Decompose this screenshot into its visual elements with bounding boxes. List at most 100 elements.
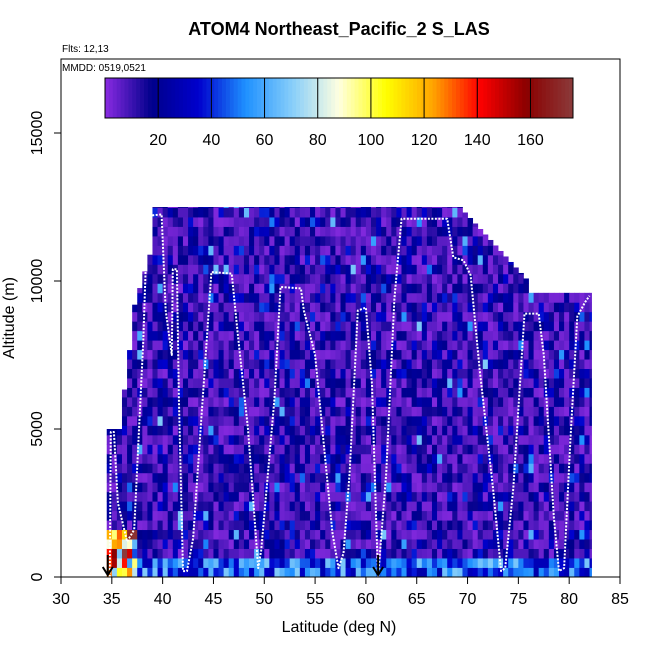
heatmap-cell xyxy=(548,539,555,549)
heatmap-cell xyxy=(421,548,428,559)
colorbar-segment xyxy=(140,78,145,118)
heatmap-cell xyxy=(152,425,158,436)
heatmap-cell xyxy=(543,292,550,303)
heatmap-cell xyxy=(340,207,346,208)
heatmap-cell xyxy=(320,368,326,379)
heatmap-cell xyxy=(472,463,479,474)
heatmap-cell xyxy=(249,567,255,578)
heatmap-cell xyxy=(538,510,545,521)
heatmap-cell xyxy=(238,558,245,568)
heatmap-cell xyxy=(447,283,453,294)
heatmap-cell xyxy=(233,434,240,445)
heatmap-cell xyxy=(437,491,443,502)
heatmap-cell xyxy=(142,539,148,549)
heatmap-cell xyxy=(472,406,479,417)
heatmap-cell xyxy=(294,482,301,493)
heatmap-cell xyxy=(406,434,413,445)
heatmap-cell xyxy=(162,434,169,445)
heatmap-cell xyxy=(452,472,458,483)
heatmap-cell xyxy=(431,501,438,512)
heatmap-cell xyxy=(279,463,285,474)
heatmap-cell xyxy=(365,236,372,246)
heatmap-cell xyxy=(167,491,174,502)
heatmap-cell xyxy=(437,340,443,351)
heatmap-cell xyxy=(218,349,225,360)
heatmap-cell xyxy=(355,330,362,341)
heatmap-cell xyxy=(365,397,372,407)
heatmap-cell xyxy=(162,207,169,218)
heatmap-cell xyxy=(457,226,463,237)
heatmap-cell xyxy=(162,368,169,379)
colorbar-segment xyxy=(136,78,141,118)
heatmap-cell xyxy=(589,501,592,512)
heatmap-cell xyxy=(345,558,352,568)
heatmap-cell xyxy=(437,245,443,256)
heatmap-cell xyxy=(228,539,235,549)
heatmap-cell xyxy=(345,292,352,303)
heatmap-cell xyxy=(579,510,585,521)
heatmap-cell xyxy=(269,434,275,445)
heatmap-cell xyxy=(548,501,555,512)
heatmap-cell xyxy=(589,491,592,502)
heatmap-cell xyxy=(208,245,214,256)
heatmap-cell xyxy=(401,415,407,426)
heatmap-cell xyxy=(172,236,179,246)
y-axis-label: Altitude (m) xyxy=(1,277,18,359)
heatmap-cell xyxy=(360,415,367,426)
heatmap-cell xyxy=(320,387,326,398)
heatmap-cell xyxy=(528,510,535,521)
heatmap-cell xyxy=(310,397,316,407)
heatmap-cell xyxy=(172,415,179,426)
heatmap-cell xyxy=(396,482,402,493)
heatmap-cell xyxy=(518,520,524,531)
heatmap-cell xyxy=(121,539,128,549)
heatmap-cell xyxy=(569,368,575,379)
heatmap-cell xyxy=(513,368,519,379)
colorbar-segment xyxy=(323,78,328,118)
heatmap-cell xyxy=(208,273,214,284)
heatmap-cell xyxy=(579,330,585,341)
heatmap-cell xyxy=(310,434,316,445)
heatmap-cell xyxy=(299,434,306,445)
heatmap-cell xyxy=(223,453,230,464)
heatmap-cell xyxy=(487,273,494,284)
heatmap-cell xyxy=(304,207,311,218)
heatmap-cell xyxy=(157,387,164,398)
heatmap-cell xyxy=(447,264,453,275)
colorbar-segment xyxy=(284,78,289,118)
heatmap-cell xyxy=(233,283,240,294)
heatmap-cell xyxy=(299,226,306,237)
heatmap-cell xyxy=(503,368,509,379)
heatmap-cell xyxy=(442,529,448,540)
heatmap-cell xyxy=(467,359,474,370)
heatmap-cell xyxy=(477,236,484,246)
heatmap-cell xyxy=(274,548,280,559)
heatmap-cell xyxy=(228,482,235,493)
heatmap-cell xyxy=(177,330,184,341)
heatmap-cell xyxy=(355,472,362,483)
heatmap-cell xyxy=(487,558,494,568)
heatmap-cell xyxy=(503,501,509,512)
heatmap-cell xyxy=(238,472,245,483)
heatmap-cell xyxy=(360,548,367,559)
heatmap-cell xyxy=(355,273,362,284)
heatmap-cell xyxy=(152,311,158,322)
heatmap-cell xyxy=(335,217,341,227)
heatmap-cell xyxy=(304,548,311,559)
heatmap-cell xyxy=(360,453,367,464)
heatmap-cell xyxy=(116,444,123,455)
heatmap-cell xyxy=(482,378,489,388)
heatmap-cell xyxy=(370,434,377,445)
heatmap-cell xyxy=(411,387,418,398)
heatmap-cell xyxy=(401,472,407,483)
heatmap-cell xyxy=(442,359,448,370)
heatmap-cell xyxy=(269,283,275,294)
heatmap-cell xyxy=(584,330,590,341)
heatmap-cell xyxy=(218,397,225,407)
heatmap-cell xyxy=(152,510,158,521)
heatmap-cell xyxy=(111,453,118,464)
heatmap-cell xyxy=(254,226,260,237)
heatmap-cell xyxy=(289,558,296,568)
heatmap-cell xyxy=(360,491,367,502)
heatmap-cell xyxy=(498,463,504,474)
